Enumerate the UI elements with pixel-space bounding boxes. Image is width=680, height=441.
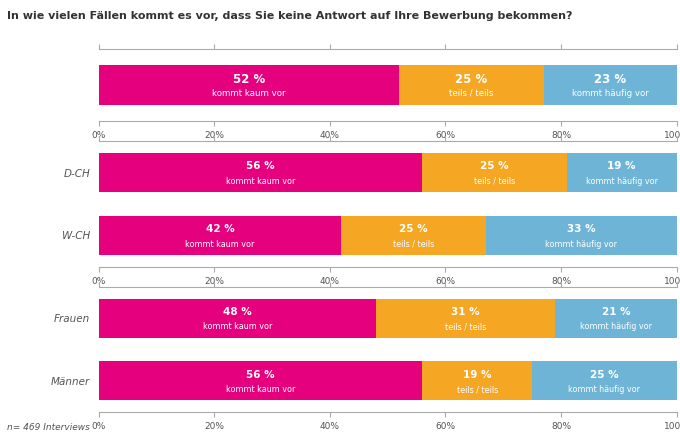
Text: 25 %: 25 % [480,161,509,171]
Bar [99,299,376,337]
Text: kommt kaum vor: kommt kaum vor [226,385,295,394]
Text: 25 %: 25 % [456,73,488,86]
Text: 25 %: 25 % [399,224,428,234]
Bar [422,153,566,192]
Text: 42 %: 42 % [205,224,235,234]
Text: teils / teils: teils / teils [393,239,435,249]
Text: 21 %: 21 % [602,307,630,317]
Bar [532,362,677,400]
Bar [99,153,422,192]
Text: kommt häufig vor: kommt häufig vor [545,239,617,249]
Text: 31 %: 31 % [452,307,480,317]
Text: 33 %: 33 % [567,224,596,234]
Text: 56 %: 56 % [246,161,275,171]
Bar [99,65,399,105]
Bar [544,65,677,105]
Text: 25 %: 25 % [590,370,619,380]
Text: kommt kaum vor: kommt kaum vor [203,322,272,331]
Text: kommt kaum vor: kommt kaum vor [226,177,295,186]
Bar [376,299,555,337]
Bar [99,216,341,255]
Text: 19 %: 19 % [463,370,492,380]
Bar [99,362,422,400]
Text: 56 %: 56 % [246,370,275,380]
Text: teils / teils: teils / teils [456,385,498,394]
Text: teils / teils: teils / teils [474,177,515,186]
Text: kommt kaum vor: kommt kaum vor [185,239,255,249]
Text: teils / teils: teils / teils [449,89,494,98]
Bar [422,362,532,400]
Text: kommt häufig vor: kommt häufig vor [572,89,649,98]
Text: 52 %: 52 % [233,73,265,86]
Text: kommt häufig vor: kommt häufig vor [585,177,658,186]
Bar [566,153,677,192]
Text: In wie vielen Fällen kommt es vor, dass Sie keine Antwort auf Ihre Bewerbung bek: In wie vielen Fällen kommt es vor, dass … [7,11,573,21]
Text: kommt häufig vor: kommt häufig vor [580,322,652,331]
Text: 19 %: 19 % [607,161,636,171]
Text: kommt häufig vor: kommt häufig vor [568,385,641,394]
Text: 23 %: 23 % [594,73,626,86]
Text: n= 469 Interviews: n= 469 Interviews [7,423,90,432]
Text: 48 %: 48 % [223,307,252,317]
Bar [486,216,677,255]
Bar [341,216,486,255]
Text: teils / teils: teils / teils [445,322,486,331]
Text: kommt kaum vor: kommt kaum vor [212,89,286,98]
Bar [555,299,677,337]
Bar [399,65,544,105]
